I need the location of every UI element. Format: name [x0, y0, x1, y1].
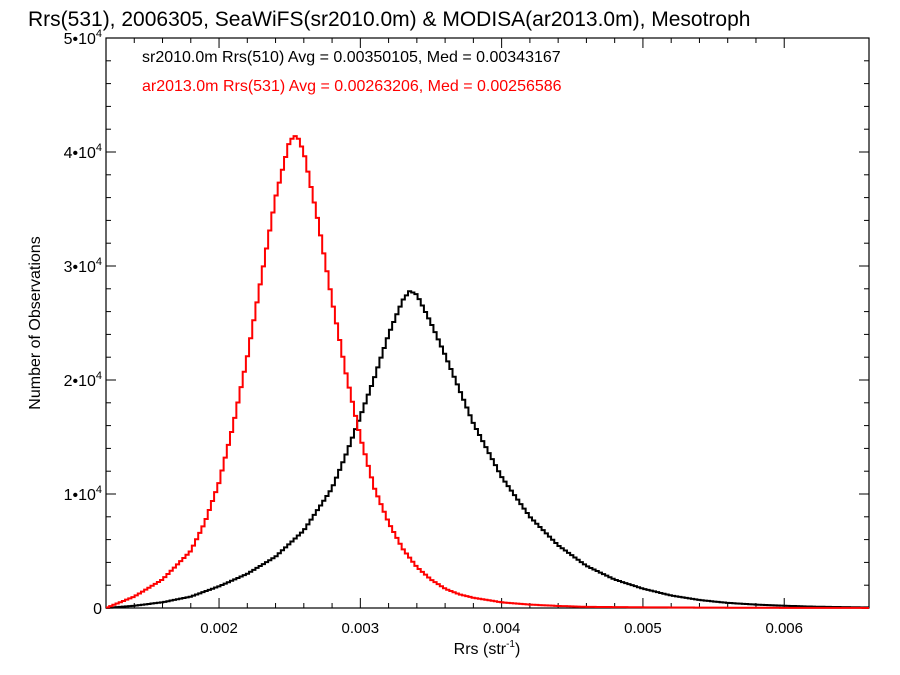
legend: sr2010.0m Rrs(510) Avg = 0.00350105, Med…: [142, 49, 562, 95]
x-tick-label: 0.003: [342, 620, 380, 637]
x-tick-label: 0.005: [624, 620, 662, 637]
x-tick-label: 0.006: [765, 620, 803, 637]
y-tick-label: 5•104: [64, 28, 102, 48]
series-lines: [106, 135, 869, 609]
x-axis-label: Rrs (str-1): [454, 639, 521, 658]
y-tick-label: 3•104: [64, 256, 102, 276]
y-tick-label: 0: [93, 601, 102, 618]
y-tick-label: 2•104: [64, 370, 102, 390]
legend-entry: ar2013.0m Rrs(531) Avg = 0.00263206, Med…: [142, 78, 562, 95]
y-axis-label: Number of Observations: [27, 236, 44, 409]
legend-entry: sr2010.0m Rrs(510) Avg = 0.00350105, Med…: [142, 49, 561, 66]
axis-ticks: 0.002 0.003 0.004 0.005 0.006 0 1•104 2•104 3•10…: [64, 28, 869, 637]
series-line-sr2010: [106, 290, 869, 609]
chart-title: Rrs(531), 2006305, SeaWiFS(sr2010.0m) & …: [28, 8, 750, 31]
series-line-ar2013: [106, 135, 869, 609]
x-axis-label-text: Rrs (str-1): [454, 639, 521, 658]
x-tick-label: 0.004: [483, 620, 521, 637]
y-tick-label: 1•104: [64, 484, 102, 504]
y-tick-label: 4•104: [64, 142, 102, 162]
plot-frame: [105, 37, 870, 609]
x-tick-label: 0.002: [200, 620, 238, 637]
